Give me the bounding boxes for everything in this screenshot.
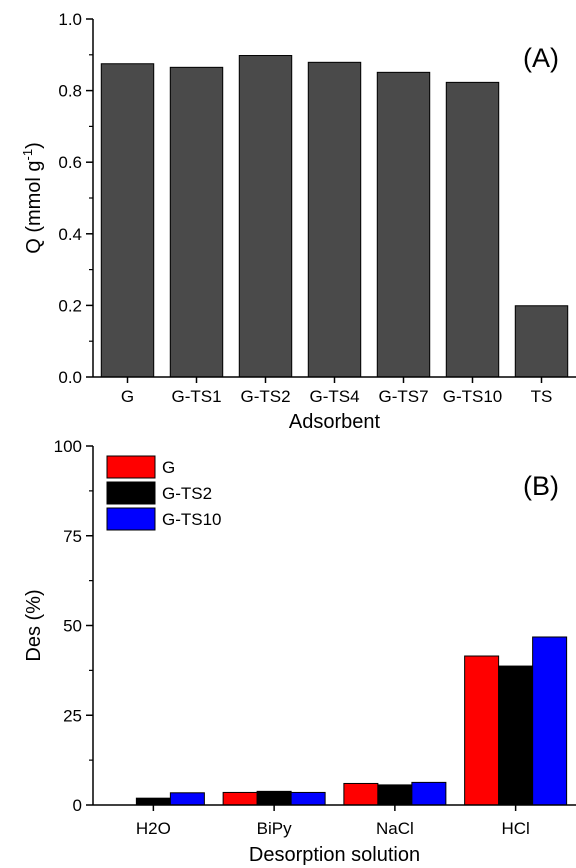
y-tick-label: 0.2	[58, 296, 82, 315]
panel-a-y-ticks: 0.0 0.2 0.4 0.6 0.8 1.0	[58, 10, 93, 387]
bar-g-ts2	[238, 55, 293, 378]
bar-g-ts10-bipy	[290, 791, 326, 806]
y-tick-label: 50	[63, 617, 82, 636]
panel-b-x-axis-title: Desorption solution	[249, 844, 420, 866]
x-tick-label: G-TS4	[309, 387, 359, 406]
bar-g-ts2-hcl	[498, 665, 534, 806]
bar-g-ts4	[307, 61, 362, 378]
panel-b-y-ticks: 0 25 50 75 100	[54, 437, 93, 815]
panel-b-y-axis-title: Des (%)	[23, 589, 45, 661]
legend-swatch	[106, 481, 156, 505]
panel-b-legend: G G-TS2 G-TS10	[106, 455, 222, 531]
panel-a-chart: 0.0 0.2 0.4 0.6 0.8 1.0 G G-TS1 G-TS2 G-TS4 G-TS7…	[20, 10, 576, 433]
bar-g	[100, 63, 155, 378]
x-tick-label: G-TS7	[378, 387, 428, 406]
legend-label: G-TS10	[162, 510, 222, 529]
x-tick-label: G-TS1	[171, 387, 221, 406]
bar-g-ts1	[169, 66, 224, 378]
bar-g-ts2-nacl	[377, 784, 413, 806]
bar-g-ts10-nacl	[411, 781, 447, 806]
bar-ts	[514, 305, 569, 378]
panel-b-x-ticks: H2O BiPy NaCl HCl	[136, 805, 530, 838]
bar-g-ts10-h2o	[169, 792, 205, 806]
x-tick-label: HCl	[501, 819, 529, 838]
panel-a-x-ticks: G G-TS1 G-TS2 G-TS4 G-TS7 G-TS10 TS	[121, 377, 552, 406]
x-tick-label: G-TS2	[240, 387, 290, 406]
y-tick-label: 0.6	[58, 153, 82, 172]
x-tick-label: G	[121, 387, 134, 406]
panel-b-label: (B)	[523, 471, 559, 501]
legend-label: G-TS2	[162, 484, 212, 503]
panel-b-bars	[135, 636, 568, 806]
panel-a-y-axis-title: Q (mmol g-1)	[20, 142, 45, 254]
y-tick-label: 75	[63, 527, 82, 546]
legend-swatch	[106, 507, 156, 531]
bar-g-ts2-bipy	[256, 790, 292, 806]
y-tick-label: 100	[54, 437, 82, 456]
panel-a-bars	[100, 55, 569, 378]
y-tick-label: 0	[73, 796, 82, 815]
legend-label: G	[162, 458, 175, 477]
x-tick-label: BiPy	[257, 819, 292, 838]
y-tick-label: 0.8	[58, 82, 82, 101]
bar-g-ts10-hcl	[532, 636, 568, 806]
x-tick-label: H2O	[136, 819, 171, 838]
x-tick-label: NaCl	[376, 819, 414, 838]
y-tick-label: 1.0	[58, 10, 82, 29]
legend-swatch	[106, 455, 156, 479]
bar-g-ts10	[445, 81, 500, 378]
x-tick-label: TS	[531, 387, 553, 406]
y-tick-label: 0.4	[58, 225, 82, 244]
y-tick-label: 25	[63, 706, 82, 725]
bar-g-ts2-h2o	[135, 797, 171, 806]
bar-g-nacl	[343, 782, 379, 806]
y-tick-label: 0.0	[58, 368, 82, 387]
bar-g-hcl	[464, 655, 500, 806]
panel-a-x-axis-title: Adsorbent	[289, 411, 381, 433]
bar-g-ts7	[376, 71, 431, 378]
panel-b-chart: 0 25 50 75 100 H2O BiPy NaCl HCl G G-TS2 G-TS10 D…	[23, 437, 576, 866]
x-tick-label: G-TS10	[443, 387, 503, 406]
bar-g-bipy	[222, 791, 258, 806]
panel-a-label: (A)	[523, 43, 559, 73]
